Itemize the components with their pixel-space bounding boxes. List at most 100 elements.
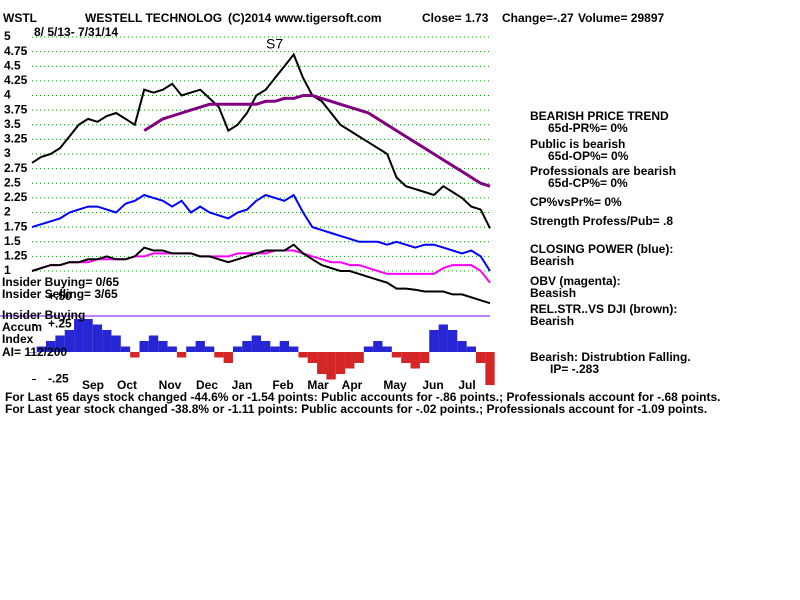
x-tick-label: Jun — [422, 378, 443, 392]
ai-bar — [279, 341, 290, 352]
ai-bar — [457, 341, 467, 352]
date-range: 8/ 5/13- 7/31/14 — [34, 25, 118, 39]
ai-bar — [466, 346, 476, 352]
signal: S7 — [266, 36, 283, 52]
series-line — [143, 94, 491, 188]
footer-line: For Last 65 days stock changed -44.6% or… — [5, 390, 721, 404]
x-tick-label: Nov — [159, 378, 182, 392]
y-tick-label: 3 — [4, 146, 11, 160]
side-note: Bearish: Distrubtion Falling. — [530, 350, 691, 364]
series-line — [31, 193, 491, 272]
ai-bar — [373, 341, 383, 352]
side-note: OBV (magenta): — [530, 274, 621, 288]
ai-bar — [317, 352, 327, 374]
y-tick-label: 4.5 — [4, 58, 21, 72]
ai-bar — [410, 352, 420, 369]
ai-bar — [475, 352, 486, 363]
ai-bar — [195, 341, 205, 352]
left-note: Index — [2, 332, 34, 346]
side-note: IP= -.283 — [550, 362, 599, 376]
y-tick-label: 1.25 — [4, 249, 28, 263]
ai-bar — [251, 335, 261, 352]
series-line — [31, 52, 491, 229]
ai-bar — [186, 346, 196, 352]
ai-bar — [242, 341, 252, 352]
ai-bar — [64, 330, 75, 352]
ai-bar — [74, 319, 84, 352]
y-tick-label: 2 — [4, 205, 11, 219]
ai-bar — [298, 352, 308, 358]
side-note: Beasish — [530, 286, 576, 300]
ai-bar — [167, 346, 177, 352]
symbol: WSTL — [3, 11, 37, 25]
ai-bar — [158, 341, 168, 352]
ai-bar — [36, 346, 47, 352]
copyright: (C)2014 www.tigersoft.com — [228, 11, 382, 25]
ai-bar — [429, 330, 439, 352]
series-line — [31, 249, 491, 284]
ai-bar — [55, 335, 65, 352]
ai-tick-label: +.50 — [48, 289, 72, 303]
ai-bar — [307, 352, 318, 363]
side-note: 65d-OP%= 0% — [548, 149, 629, 163]
ai-tick-label: +.25 — [48, 317, 72, 331]
x-tick-label: Dec — [196, 378, 218, 392]
y-tick-label: 1 — [4, 263, 11, 277]
side-note: 65d-PR%= 0% — [548, 121, 628, 135]
ai-bar — [102, 330, 112, 352]
left-note: Insider Buying — [2, 308, 85, 322]
ai-bar — [382, 346, 392, 352]
x-tick-label: May — [383, 378, 407, 392]
ai-bar — [232, 346, 243, 352]
volume: Volume= 29897 — [578, 11, 664, 25]
x-tick-label: Sep — [82, 378, 104, 392]
y-tick-label: 4.75 — [4, 44, 28, 58]
ai-bar — [485, 352, 495, 385]
ai-bar — [354, 352, 364, 363]
ai-bar — [204, 346, 215, 352]
ai-tick-label: -.25 — [48, 372, 69, 386]
change: Change=-.27 — [502, 11, 574, 25]
y-tick-label: 2.5 — [4, 175, 21, 189]
left-note: Accum — [2, 320, 42, 334]
ai-bar — [148, 335, 159, 352]
y-tick-label: 1.5 — [4, 234, 21, 248]
ai-bar — [214, 352, 224, 358]
y-tick-label: 1.75 — [4, 219, 28, 233]
ai-bar — [130, 352, 140, 358]
ai-bar — [261, 341, 271, 352]
ai-bar — [270, 346, 280, 352]
close: Close= 1.73 — [422, 11, 489, 25]
ai-bar — [363, 346, 374, 352]
x-tick-label: Feb — [272, 378, 293, 392]
x-tick-label: Mar — [307, 378, 329, 392]
ai-bar — [289, 346, 299, 352]
side-note: Bearish — [530, 254, 574, 268]
ai-bar — [438, 324, 448, 352]
ai-bar — [419, 352, 430, 363]
ai-bar — [83, 319, 93, 352]
ai-bar — [139, 341, 149, 352]
side-note: REL.STR..VS DJI (brown): — [530, 302, 677, 316]
ai-bar — [120, 346, 131, 352]
series-line — [31, 243, 491, 305]
side-note: BEARISH PRICE TREND — [530, 109, 669, 123]
ai-bar — [46, 341, 56, 352]
left-note: Insider Buying= 0/65 — [2, 275, 119, 289]
ai-bar — [345, 352, 355, 369]
left-note: Insider Selling= 3/65 — [2, 287, 118, 301]
y-tick-label: 4.25 — [4, 73, 28, 87]
x-tick-label: Jul — [458, 378, 475, 392]
side-note: Strength Profess/Pub= .8 — [530, 214, 673, 228]
ai-bar — [335, 352, 346, 374]
y-tick-label: 4 — [4, 88, 11, 102]
y-tick-label: 3.75 — [4, 102, 28, 116]
ai-bar — [111, 335, 121, 352]
y-tick-label: 3.5 — [4, 117, 21, 131]
y-tick-label: 3.25 — [4, 132, 28, 146]
side-note: Bearish — [530, 314, 574, 328]
y-tick-label: 2.75 — [4, 161, 28, 175]
side-note: Public is bearish — [530, 137, 625, 151]
